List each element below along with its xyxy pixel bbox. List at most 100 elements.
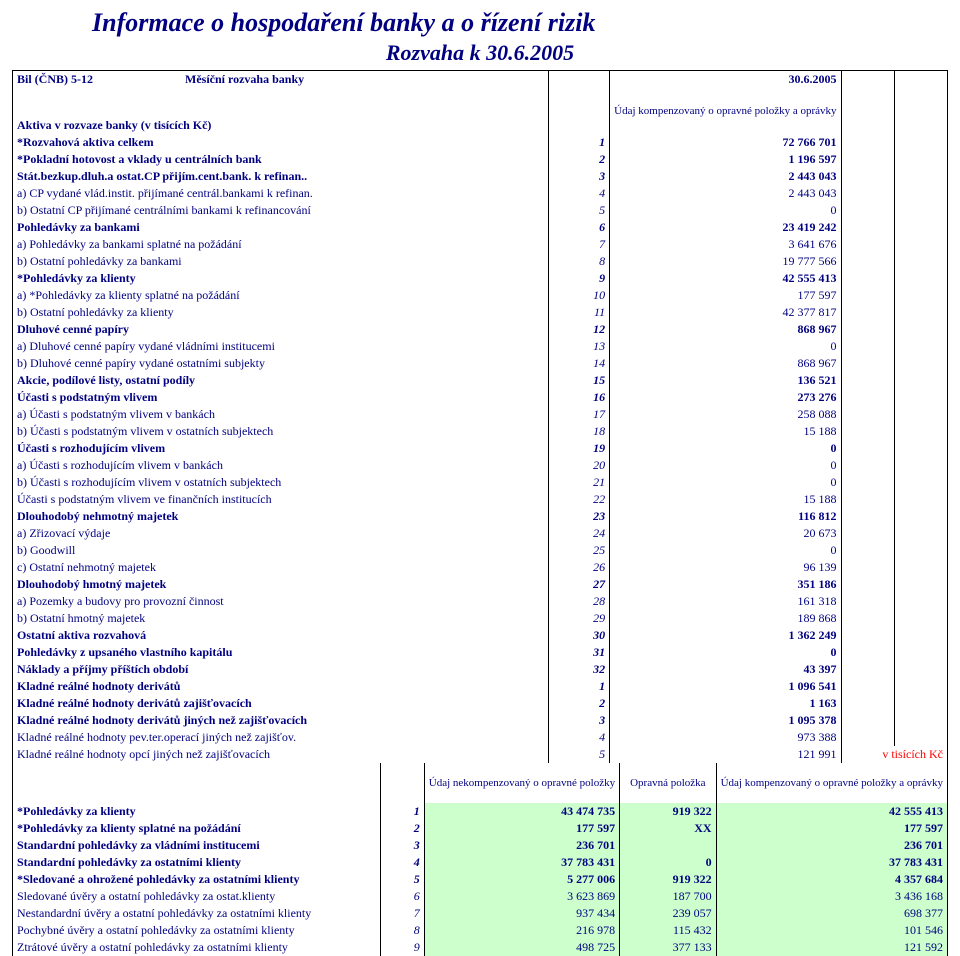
row-index: 7 [549, 236, 610, 253]
page-title: Informace o hospodaření banky a o řízení… [92, 8, 948, 38]
table-row: Dlouhodobý hmotný majetek27351 186 [13, 576, 948, 593]
table-row: Účasti s podstatným vlivem16273 276 [13, 389, 948, 406]
table-row: a) Pozemky a budovy pro provozní činnost… [13, 593, 948, 610]
row-value: 258 088 [610, 406, 841, 423]
row-value: 116 812 [610, 508, 841, 525]
row-value: 0 [610, 457, 841, 474]
row-value: 43 397 [610, 661, 841, 678]
table-row: a) Pohledávky za bankami splatné na požá… [13, 236, 948, 253]
table-row: Stát.bezkup.dluh.a ostat.CP přijím.cent.… [13, 168, 948, 185]
table-row: *Sledované a ohrožené pohledávky za osta… [13, 871, 948, 888]
row-label: Dlouhodobý hmotný majetek [13, 576, 549, 593]
row-value: 96 139 [610, 559, 841, 576]
row-val2: 919 322 [620, 803, 716, 820]
row-val3: 698 377 [716, 905, 947, 922]
row-value: 868 967 [610, 355, 841, 372]
table-row: Ztrátové úvěry a ostatní pohledávky za o… [13, 939, 948, 956]
row-val3: 101 546 [716, 922, 947, 939]
row-val2 [620, 837, 716, 854]
page-subtitle: Rozvaha k 30.6.2005 [12, 40, 948, 66]
table-row: Dluhové cenné papíry12868 967 [13, 321, 948, 338]
row-value: 0 [610, 202, 841, 219]
header-report: Měsíční rozvaha banky [181, 71, 549, 89]
sub-header-row: Údaj nekompenzovaný o opravné položky Op… [13, 763, 948, 803]
table-row: b) Dluhové cenné papíry vydané ostatními… [13, 355, 948, 372]
row-index: 9 [549, 270, 610, 287]
table-row: *Rozvahová aktiva celkem172 766 701 [13, 134, 948, 151]
row-label: *Pohledávky za klienty [13, 803, 381, 820]
row-value: 868 967 [610, 321, 841, 338]
row-val3: 42 555 413 [716, 803, 947, 820]
row-index: 1 [549, 134, 610, 151]
row-index: 2 [549, 695, 610, 712]
row-value: 273 276 [610, 389, 841, 406]
table-row: Standardní pohledávky za ostatními klien… [13, 854, 948, 871]
row-val2: 115 432 [620, 922, 716, 939]
row-label: b) Ostatní pohledávky za bankami [13, 253, 549, 270]
row-index: 9 [381, 939, 424, 956]
row-value: 15 188 [610, 423, 841, 440]
col3-header: Údaj kompenzovaný o opravné položky a op… [716, 763, 947, 803]
row-index: 4 [549, 185, 610, 202]
header-date: 30.6.2005 [610, 71, 841, 89]
table-row: Kladné reálné hodnoty pev.ter.operací ji… [13, 729, 948, 746]
table-row: Kladné reálné hodnoty derivátů zajišťova… [13, 695, 948, 712]
assets-label: Aktiva v rozvaze banky (v tisících Kč) [13, 88, 549, 134]
row-index: 11 [549, 304, 610, 321]
row-index: 5 [549, 202, 610, 219]
row-value: 973 388 [610, 729, 841, 746]
row-value: 177 597 [610, 287, 841, 304]
row-val1: 3 623 869 [424, 888, 619, 905]
row-index: 31 [549, 644, 610, 661]
row-val1: 498 725 [424, 939, 619, 956]
row-value: 19 777 566 [610, 253, 841, 270]
row-val2: 377 133 [620, 939, 716, 956]
table-row: Standardní pohledávky za vládními instit… [13, 837, 948, 854]
row-index: 23 [549, 508, 610, 525]
row-value: 0 [610, 542, 841, 559]
row-index: 8 [549, 253, 610, 270]
row-value: 3 641 676 [610, 236, 841, 253]
row-index: 8 [381, 922, 424, 939]
row-index: 18 [549, 423, 610, 440]
row-index: 1 [549, 678, 610, 695]
table-row: Pohledávky z upsaného vlastního kapitálu… [13, 644, 948, 661]
table-row: Kladné reálné hodnoty opcí jiných než za… [13, 746, 948, 763]
row-index: 21 [549, 474, 610, 491]
table-row: *Pokladní hotovost a vklady u centrálníc… [13, 151, 948, 168]
row-index: 3 [549, 712, 610, 729]
row-label: Kladné reálné hodnoty derivátů jiných ne… [13, 712, 549, 729]
row-value: 189 868 [610, 610, 841, 627]
row-label: b) Účasti s podstatným vlivem v ostatníc… [13, 423, 549, 440]
table-row: a) *Pohledávky za klienty splatné na pož… [13, 287, 948, 304]
row-val2: 919 322 [620, 871, 716, 888]
row-val1: 37 783 431 [424, 854, 619, 871]
row-value: 2 443 043 [610, 168, 841, 185]
row-label: a) Pohledávky za bankami splatné na požá… [13, 236, 549, 253]
row-val2: XX [620, 820, 716, 837]
row-index: 22 [549, 491, 610, 508]
row-label: Dlouhodobý nehmotný majetek [13, 508, 549, 525]
row-label: a) Zřizovací výdaje [13, 525, 549, 542]
row-index: 3 [549, 168, 610, 185]
row-index: 17 [549, 406, 610, 423]
row-label: Účasti s podstatným vlivem [13, 389, 549, 406]
table-row: a) Účasti s rozhodujícím vlivem v bankác… [13, 457, 948, 474]
row-label: a) Účasti s rozhodujícím vlivem v bankác… [13, 457, 549, 474]
row-value: 23 419 242 [610, 219, 841, 236]
table-row: a) CP vydané vlád.instit. přijímané cent… [13, 185, 948, 202]
table-row: b) Ostatní CP přijímané centrálními bank… [13, 202, 948, 219]
row-val1: 5 277 006 [424, 871, 619, 888]
row-val1: 43 474 735 [424, 803, 619, 820]
row-value: 0 [610, 644, 841, 661]
row-index: 32 [549, 661, 610, 678]
row-label: Standardní pohledávky za vládními instit… [13, 837, 381, 854]
note-text: v tisících Kč [841, 746, 947, 763]
row-index: 26 [549, 559, 610, 576]
table-row: Účasti s rozhodujícím vlivem190 [13, 440, 948, 457]
table-row: Náklady a příjmy příštích období3243 397 [13, 661, 948, 678]
row-value: 1 163 [610, 695, 841, 712]
header-row-1: Bil (ČNB) 5-12 Měsíční rozvaha banky 30.… [13, 71, 948, 89]
row-index: 6 [381, 888, 424, 905]
row-label: Účasti s podstatným vlivem ve finančních… [13, 491, 549, 508]
